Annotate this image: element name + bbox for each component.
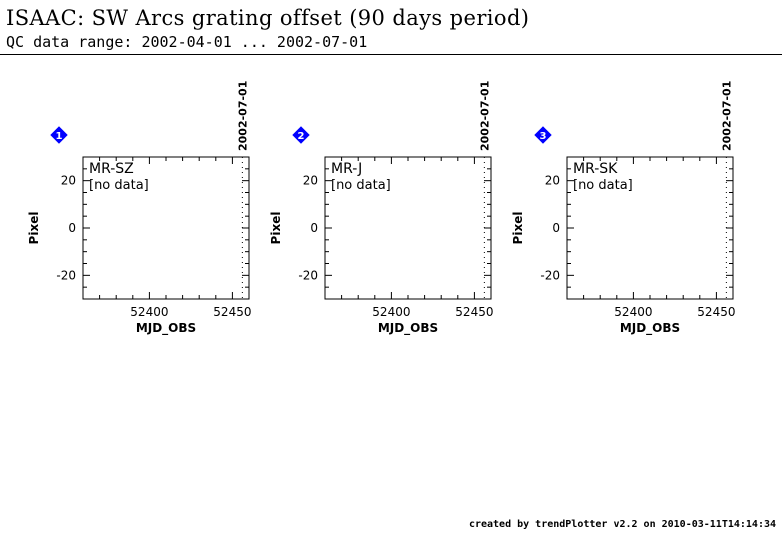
panel-number-diamond	[292, 126, 310, 144]
x-tick-label: 52450	[455, 305, 493, 319]
x-tick-label: 52400	[614, 305, 652, 319]
y-tick-label: -20	[540, 268, 560, 282]
x-tick-label: 52400	[130, 305, 168, 319]
panel-status: [no data]	[89, 178, 149, 193]
plot-panel-2: 20 0 -20 52400 52450 2002-07-01 MR-J[no data] M…	[269, 81, 493, 336]
x-axis-label: MJD_OBS	[620, 321, 680, 336]
panel-number-label: 3	[540, 131, 547, 142]
y-axis-label: Pixel	[511, 212, 525, 245]
plot-panel-3: 20 0 -20 52400 52450 2002-07-01 MR-SK[no data]…	[511, 81, 735, 336]
y-tick-label: 20	[303, 174, 318, 188]
y-tick-label: 20	[545, 174, 560, 188]
date-marker-label: 2002-07-01	[236, 81, 249, 151]
panel-title: MR-J	[331, 161, 362, 177]
y-tick-label: 0	[310, 221, 318, 235]
y-tick-label: 0	[552, 221, 560, 235]
header-divider	[0, 54, 782, 55]
date-marker-label: 2002-07-01	[720, 81, 733, 151]
page-subtitle: QC data range: 2002-04-01 ... 2002-07-01	[6, 33, 368, 51]
panel-number-label: 2	[298, 131, 305, 142]
panel-number-diamond	[534, 126, 552, 144]
y-tick-label: 0	[68, 221, 76, 235]
x-tick-label: 52400	[372, 305, 410, 319]
y-axis-label: Pixel	[269, 212, 283, 245]
panel-number-diamond	[50, 126, 68, 144]
panel-number-label: 1	[56, 131, 63, 142]
panel-title: MR-SZ	[89, 161, 134, 177]
panel-title: MR-SK	[573, 161, 618, 177]
y-tick-label: -20	[56, 268, 76, 282]
x-tick-label: 52450	[697, 305, 735, 319]
panel-status: [no data]	[573, 178, 633, 193]
panel-status: [no data]	[331, 178, 391, 193]
page-title: ISAAC: SW Arcs grating offset (90 days p…	[6, 6, 530, 30]
y-tick-label: -20	[298, 268, 318, 282]
date-marker-label: 2002-07-01	[478, 81, 491, 151]
x-tick-label: 52450	[213, 305, 251, 319]
y-tick-label: 20	[61, 174, 76, 188]
y-axis-label: Pixel	[27, 212, 41, 245]
x-axis-label: MJD_OBS	[136, 321, 196, 336]
plot-panel-1: 20 0 -20 52400 52450 2002-07-01 MR-SZ[no data]…	[27, 81, 251, 336]
x-axis-label: MJD_OBS	[378, 321, 438, 336]
footer-credit: created by trendPlotter v2.2 on 2010-03-…	[468, 519, 776, 530]
